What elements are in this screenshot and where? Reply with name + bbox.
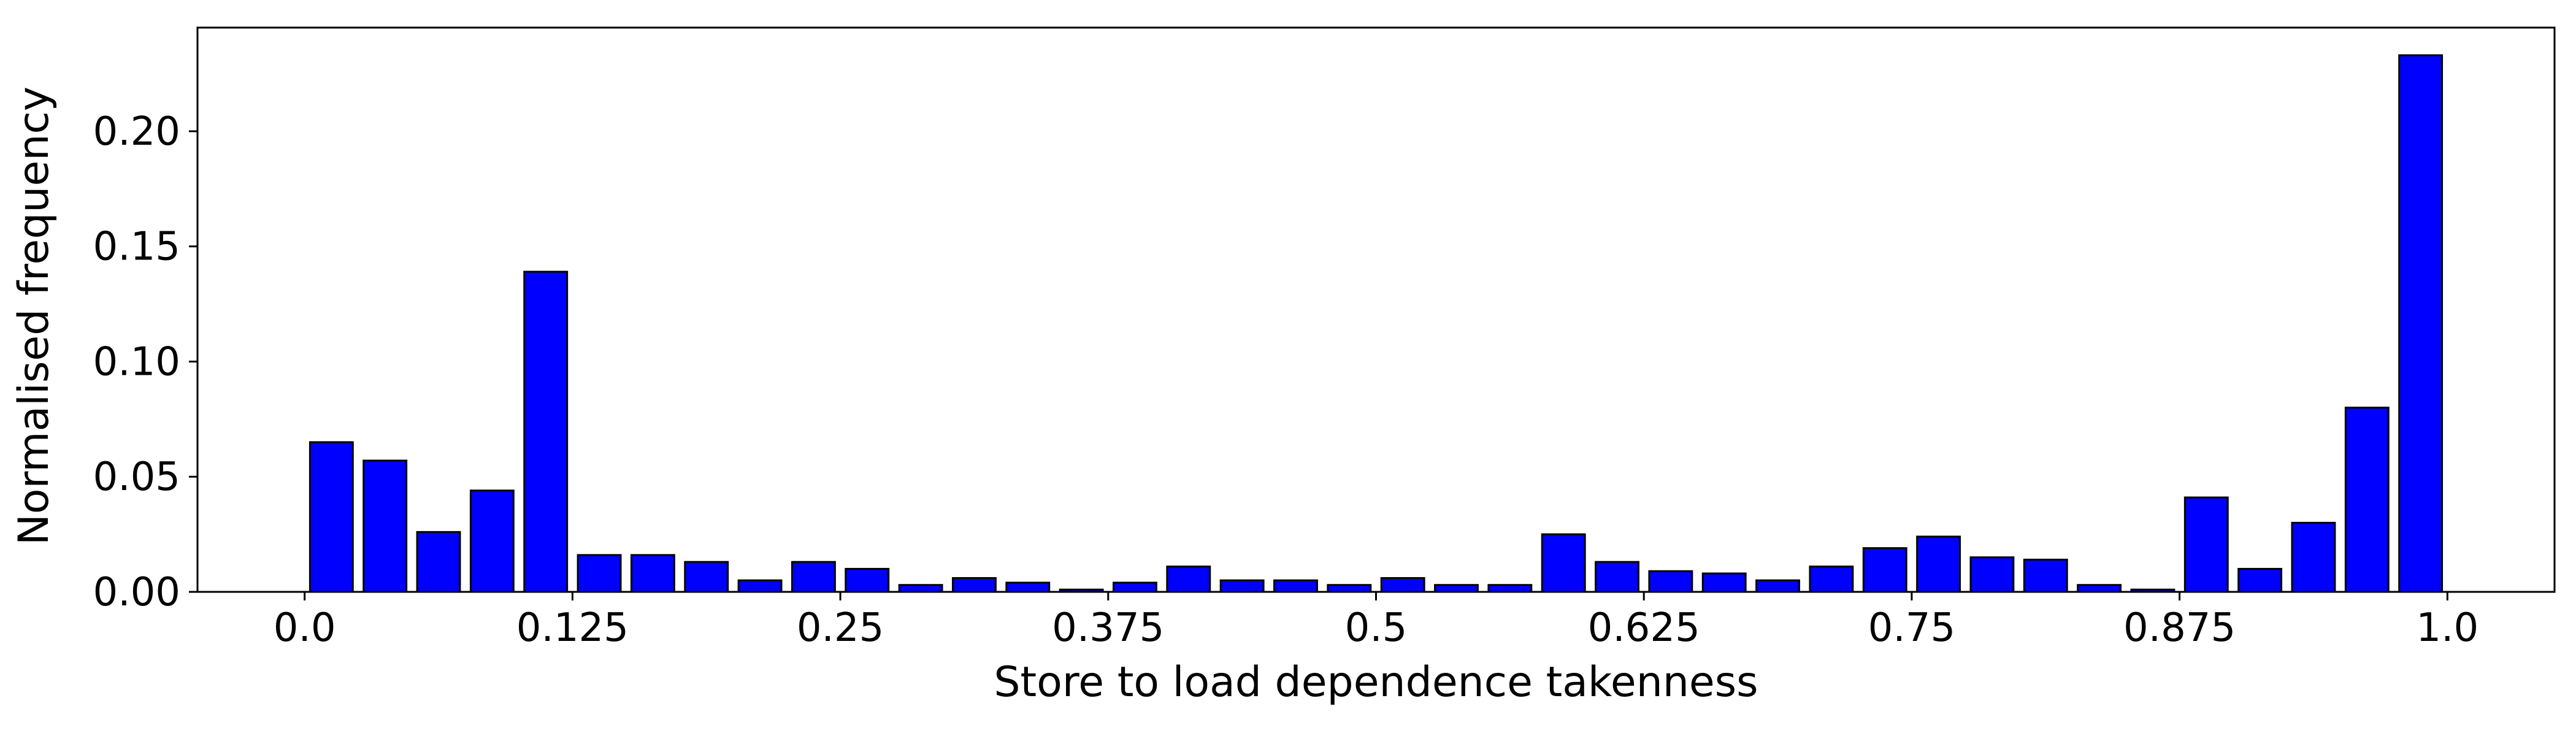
x-tick-label: 0.625: [1588, 605, 1700, 651]
x-tick-label: 0.5: [1345, 605, 1408, 651]
y-axis-label: Normalised frequency: [10, 86, 58, 545]
bar: [309, 441, 354, 593]
bar: [737, 579, 783, 593]
bar: [1862, 547, 1907, 593]
plot-frame: [196, 26, 2556, 593]
bar: [1434, 584, 1479, 593]
bar: [1273, 579, 1318, 593]
bar: [1005, 581, 1051, 593]
bar: [1166, 565, 1211, 593]
bar: [2077, 584, 2122, 593]
bar: [1969, 556, 2015, 593]
x-tick-label: 0.875: [2123, 605, 2236, 651]
bar: [362, 459, 408, 593]
y-axis-ticks: 0.00 0.05 0.10 0.15 0.20: [93, 109, 197, 615]
bar: [1327, 584, 1372, 593]
bar: [684, 561, 729, 593]
bar: [469, 489, 515, 593]
bar: [1648, 570, 1693, 593]
y-tick-label: 0.10: [93, 339, 181, 385]
x-tick-label: 0.125: [516, 605, 629, 651]
bar: [630, 554, 675, 593]
bar: [1701, 572, 1747, 593]
x-tick-label: 0.0: [274, 605, 336, 651]
x-axis-ticks: 0.0 0.125 0.25 0.375 0.5 0.625 0.75 0.875 1.0: [274, 592, 2478, 651]
bar: [1755, 579, 1800, 593]
bar: [2291, 521, 2336, 593]
x-tick-label: 0.375: [1052, 605, 1164, 651]
bar: [577, 554, 622, 593]
bar: [2183, 496, 2229, 593]
bar: [1487, 584, 1533, 593]
bars-group: [309, 54, 2444, 593]
bar: [2023, 558, 2068, 593]
bar: [1113, 581, 1157, 593]
x-tick-label: 0.75: [1868, 605, 1956, 651]
bar: [898, 584, 943, 593]
y-tick-label: 0.15: [93, 224, 181, 270]
x-axis-label: Store to load dependence takenness: [994, 658, 1758, 707]
y-tick-label: 0.00: [93, 570, 181, 615]
bar: [2237, 567, 2283, 593]
bar: [1380, 577, 1425, 593]
bar: [845, 567, 890, 593]
bar: [791, 561, 836, 593]
bar: [416, 531, 461, 593]
bar: [1541, 533, 1586, 593]
y-tick-label: 0.05: [93, 454, 181, 500]
bar: [2398, 54, 2444, 593]
bar: [1809, 565, 1854, 593]
bar: [1916, 535, 1961, 593]
bar: [523, 270, 569, 593]
x-tick-label: 1.0: [2416, 605, 2478, 651]
bar: [1219, 579, 1265, 593]
x-tick-label: 0.25: [797, 605, 884, 651]
bar: [2344, 407, 2390, 593]
bar: [952, 577, 997, 593]
bar: [1595, 561, 1639, 593]
y-tick-label: 0.20: [93, 109, 181, 155]
